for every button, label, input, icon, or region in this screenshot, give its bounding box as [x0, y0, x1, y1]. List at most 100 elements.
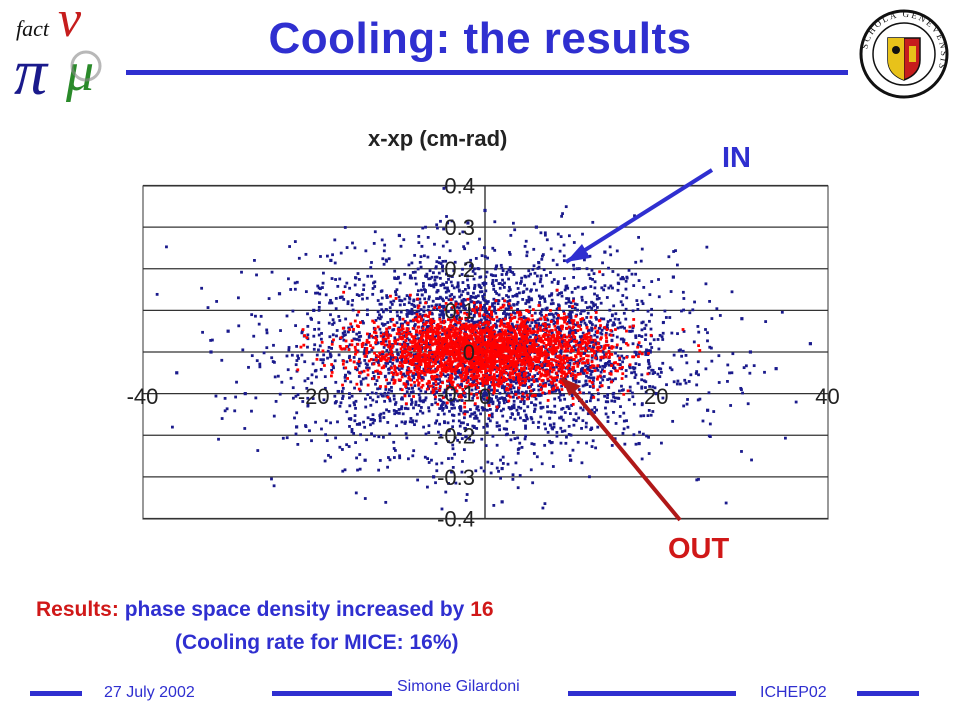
- point-out: [568, 344, 572, 348]
- point-in: [665, 383, 668, 387]
- point-out: [401, 336, 405, 339]
- point-in: [633, 370, 636, 374]
- point-in: [287, 277, 290, 281]
- point-out: [347, 348, 351, 352]
- point-out: [339, 336, 343, 340]
- point-in: [594, 446, 598, 450]
- point-in: [608, 346, 611, 350]
- point-out: [572, 362, 576, 366]
- point-in: [475, 320, 479, 324]
- point-in: [750, 458, 753, 462]
- point-out: [517, 325, 521, 328]
- point-in: [529, 335, 532, 339]
- point-in: [610, 339, 614, 343]
- point-in: [519, 400, 523, 404]
- point-in: [499, 409, 503, 413]
- point-out: [560, 327, 564, 331]
- point-in: [339, 295, 343, 299]
- point-out: [376, 325, 380, 329]
- point-in: [580, 367, 584, 371]
- point-in: [486, 300, 490, 303]
- point-in: [512, 303, 516, 307]
- point-in: [606, 396, 609, 400]
- point-in: [506, 462, 510, 466]
- point-in: [454, 322, 457, 326]
- point-out: [527, 310, 530, 313]
- point-out: [460, 327, 464, 331]
- point-in: [601, 273, 605, 277]
- point-in: [315, 353, 319, 357]
- point-in: [322, 353, 326, 357]
- point-in: [442, 391, 446, 395]
- point-out: [409, 340, 413, 344]
- point-in: [330, 277, 334, 280]
- point-in: [562, 243, 566, 247]
- point-in: [404, 374, 407, 378]
- point-in: [453, 436, 457, 440]
- point-in: [577, 267, 581, 271]
- point-in: [450, 402, 453, 406]
- point-out: [544, 313, 548, 317]
- point-in: [593, 292, 596, 296]
- point-in: [731, 352, 735, 356]
- point-in: [333, 238, 337, 242]
- point-in: [583, 352, 587, 355]
- point-in: [489, 413, 493, 417]
- point-in: [346, 302, 350, 306]
- point-in: [422, 282, 425, 285]
- point-out: [614, 369, 618, 373]
- point-in: [326, 356, 329, 360]
- point-out: [467, 316, 471, 319]
- point-out: [425, 354, 429, 357]
- point-out: [430, 320, 434, 324]
- point-out: [583, 368, 587, 372]
- point-in: [525, 254, 529, 258]
- point-out: [544, 318, 547, 321]
- point-in: [383, 391, 387, 395]
- point-in: [644, 323, 648, 327]
- point-in: [493, 322, 497, 326]
- point-out: [494, 299, 498, 303]
- point-in: [516, 300, 520, 304]
- point-in: [740, 317, 744, 321]
- point-out: [610, 364, 613, 367]
- point-in: [524, 275, 528, 279]
- point-in: [401, 373, 404, 377]
- point-in: [327, 345, 331, 349]
- point-out: [589, 366, 593, 369]
- point-in: [426, 255, 430, 259]
- point-out: [374, 358, 378, 362]
- point-in: [540, 308, 544, 312]
- point-in: [638, 430, 641, 434]
- point-out: [541, 384, 545, 388]
- point-in: [446, 310, 450, 313]
- point-in: [247, 365, 250, 369]
- point-in: [403, 272, 407, 276]
- point-out: [428, 384, 432, 388]
- point-out: [449, 369, 453, 373]
- point-in: [478, 275, 482, 279]
- point-in: [460, 304, 464, 307]
- point-in: [480, 254, 484, 258]
- point-in: [464, 426, 467, 430]
- point-in: [549, 247, 553, 251]
- point-in: [490, 282, 494, 286]
- point-in: [462, 297, 466, 301]
- point-in: [652, 338, 656, 342]
- point-out: [521, 392, 525, 396]
- point-in: [440, 461, 444, 465]
- point-in: [389, 300, 393, 304]
- point-in: [489, 273, 493, 277]
- point-in: [748, 371, 752, 375]
- point-in: [340, 295, 344, 299]
- point-out: [464, 322, 468, 326]
- point-in: [447, 298, 451, 302]
- point-out: [594, 339, 597, 343]
- point-in: [572, 241, 576, 244]
- point-in: [573, 328, 577, 332]
- point-in: [438, 386, 442, 390]
- point-out: [565, 315, 569, 319]
- point-in: [398, 315, 402, 319]
- point-out: [596, 348, 600, 352]
